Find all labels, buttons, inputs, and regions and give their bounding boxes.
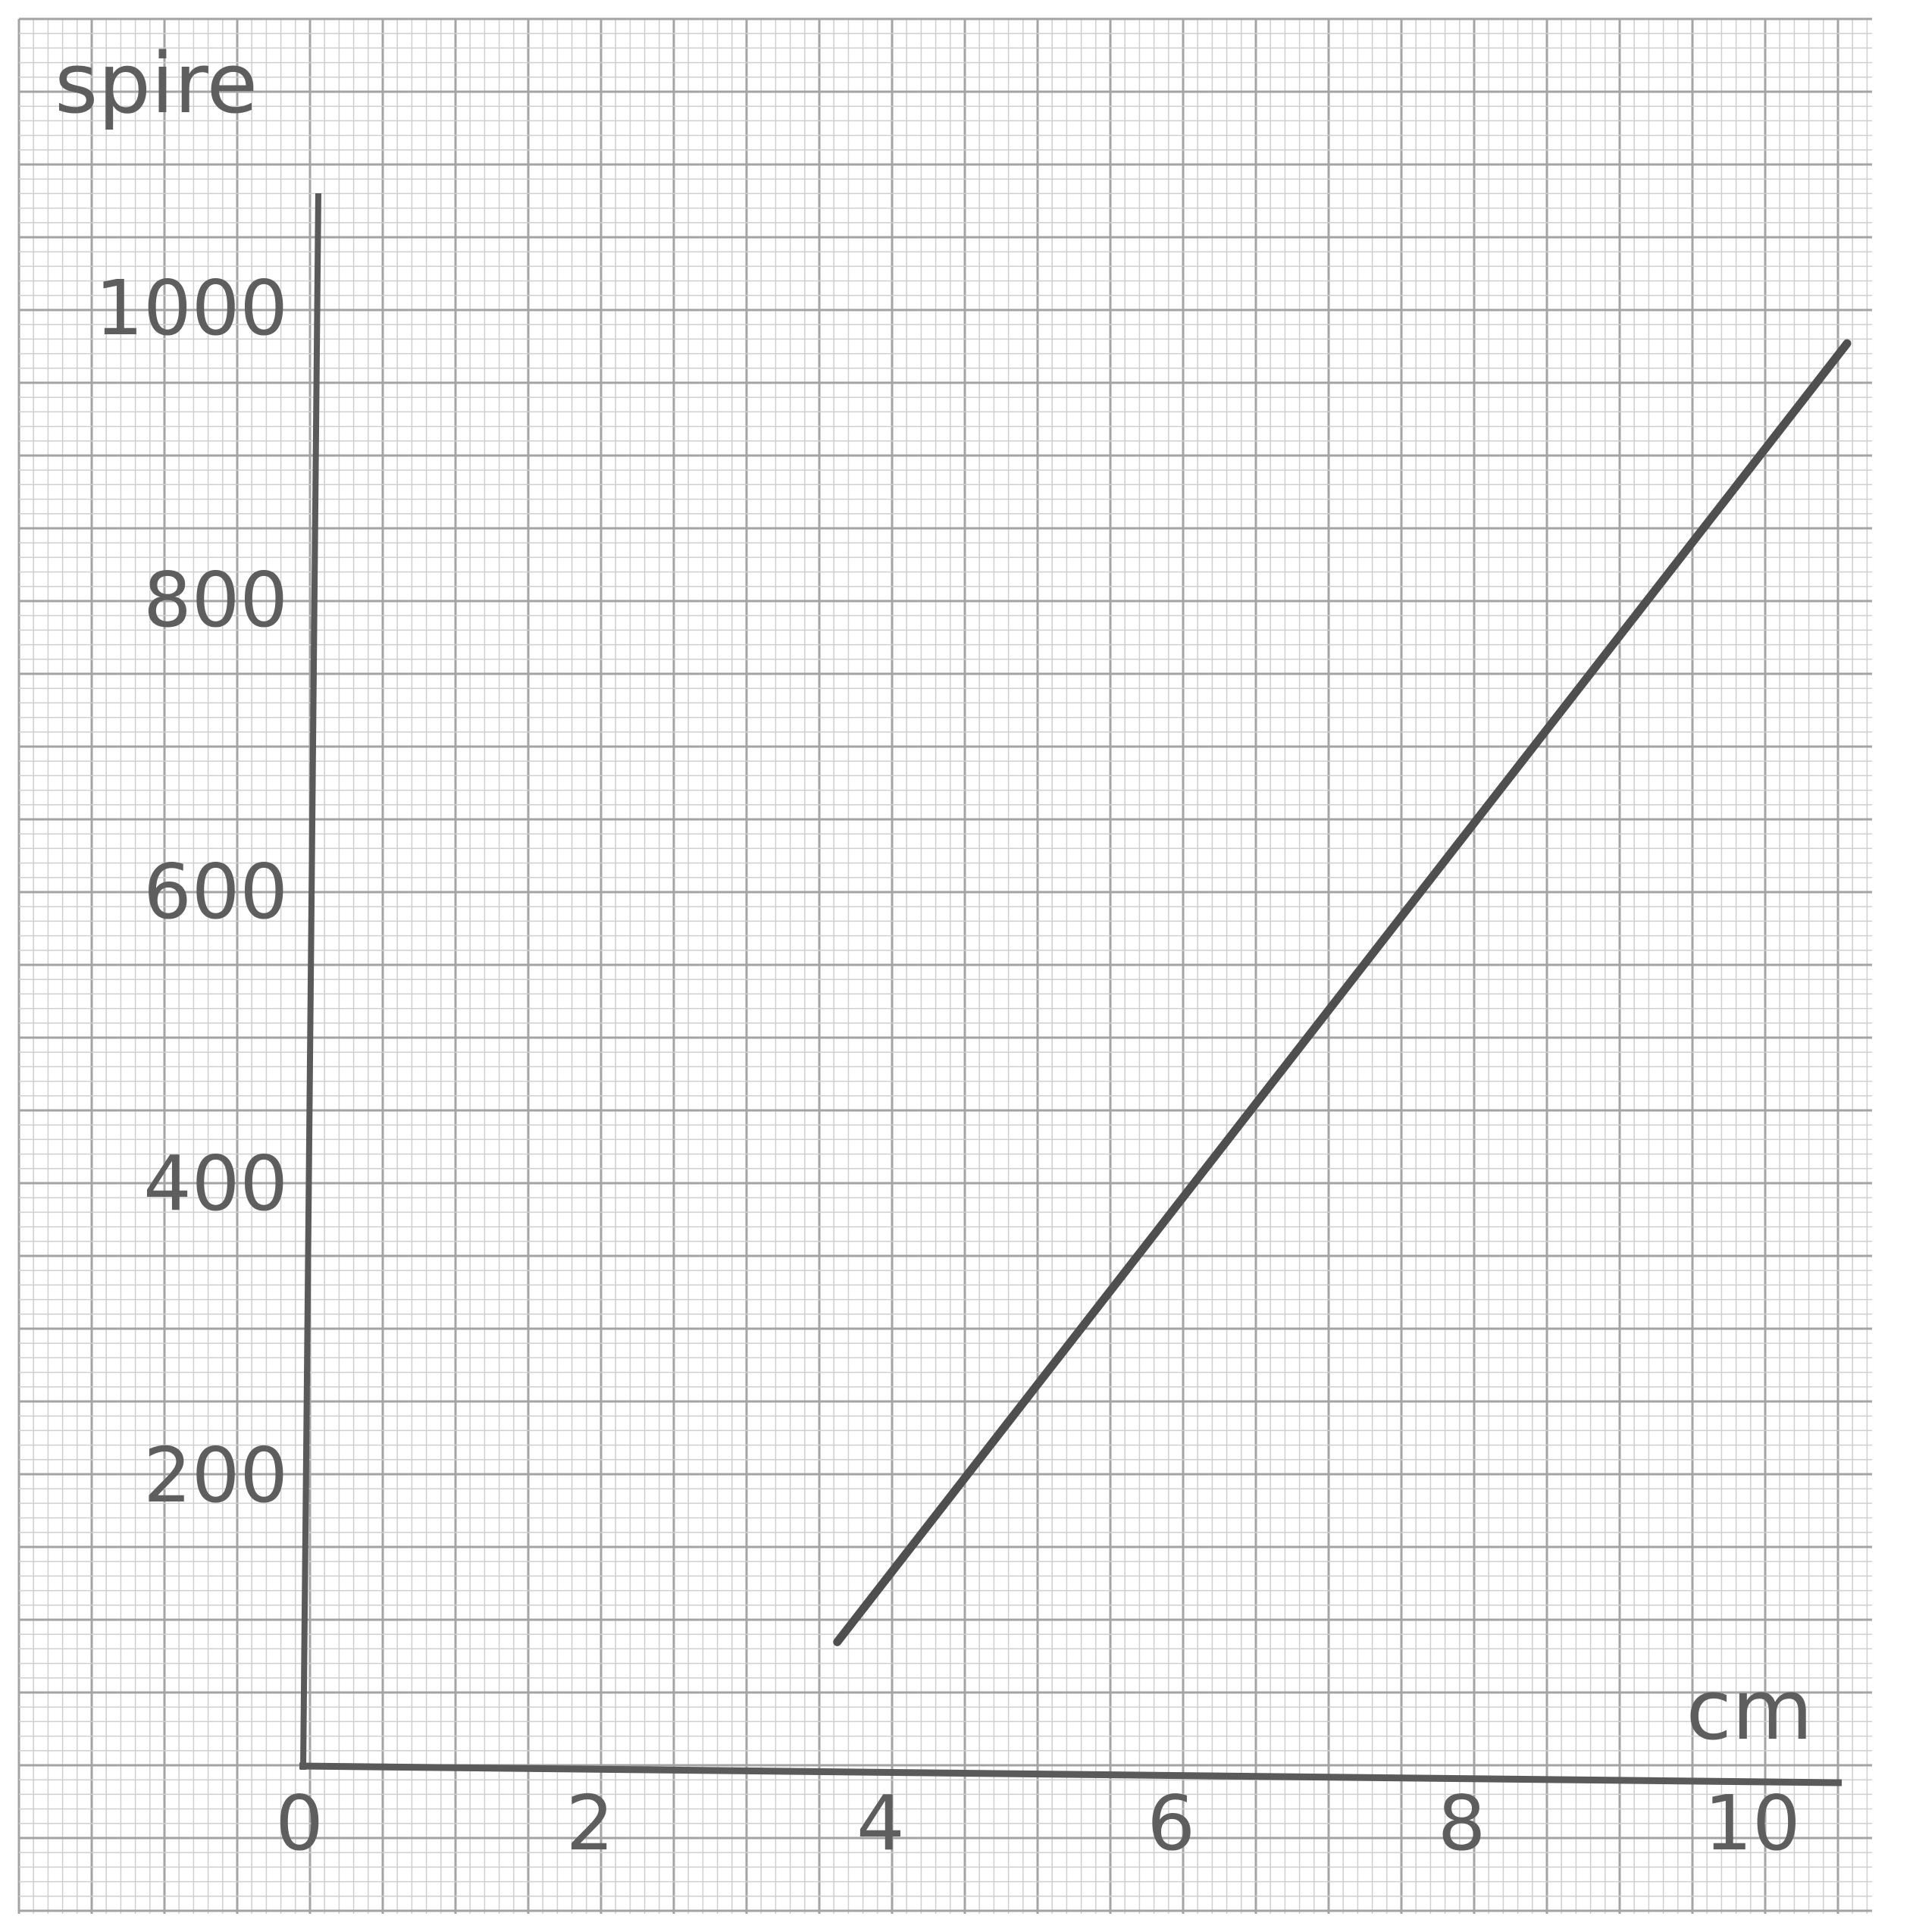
axes — [299, 193, 1843, 1786]
y-axis — [300, 193, 321, 1771]
x-axis — [299, 1762, 1843, 1786]
y-axis-label: spire — [55, 35, 258, 132]
x-tick-label: 2 — [566, 1779, 615, 1868]
series-group — [833, 339, 1852, 1646]
y-tick-label: 1000 — [95, 264, 289, 352]
y-tick-label: 400 — [143, 1139, 288, 1228]
series-line — [833, 339, 1852, 1646]
x-tick-labels: 0 2 4 6 8 10 — [275, 1779, 1800, 1868]
x-tick-label: 8 — [1438, 1779, 1486, 1868]
y-tick-label: 800 — [143, 556, 288, 644]
x-tick-label: 10 — [1704, 1779, 1800, 1868]
x-tick-label: 4 — [856, 1779, 905, 1868]
grid — [17, 17, 1872, 1914]
x-tick-label: 0 — [275, 1779, 324, 1868]
x-tick-label: 6 — [1147, 1779, 1195, 1868]
y-tick-labels: 200 400 600 800 1000 — [95, 264, 289, 1520]
x-axis-label: cm — [1686, 1661, 1813, 1758]
y-tick-label: 600 — [143, 847, 288, 936]
y-tick-label: 200 — [143, 1431, 288, 1520]
